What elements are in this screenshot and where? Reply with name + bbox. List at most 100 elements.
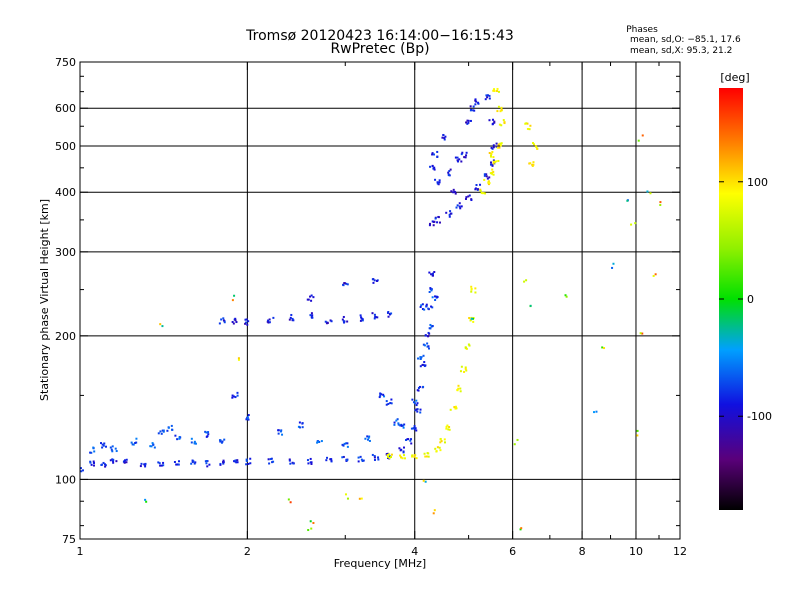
data-point xyxy=(362,459,365,462)
data-point xyxy=(422,479,425,482)
data-point xyxy=(367,436,370,439)
data-point xyxy=(431,296,434,299)
colorbar-tick-label: 0 xyxy=(747,293,754,306)
data-point xyxy=(377,456,380,459)
data-point xyxy=(366,438,369,441)
x-tick-label: 10 xyxy=(629,545,643,558)
data-point xyxy=(402,451,405,454)
data-point xyxy=(443,138,446,141)
data-point xyxy=(524,122,527,125)
data-point xyxy=(100,464,103,467)
data-point xyxy=(496,87,499,90)
data-point xyxy=(470,290,473,293)
data-point xyxy=(410,442,413,445)
data-point xyxy=(342,455,345,458)
y-axis-ticks: 75 100 200 300 400 500 600 750 xyxy=(55,56,680,546)
data-point xyxy=(430,288,433,291)
data-point xyxy=(222,317,225,320)
data-point xyxy=(495,160,498,163)
data-point xyxy=(593,411,596,414)
data-point xyxy=(448,428,451,431)
data-point xyxy=(386,454,389,457)
data-point xyxy=(115,450,118,453)
data-point xyxy=(389,401,392,404)
data-point xyxy=(422,343,425,346)
data-point xyxy=(438,446,441,449)
data-point xyxy=(388,313,391,316)
data-point xyxy=(465,347,468,350)
data-point xyxy=(479,183,482,186)
data-point xyxy=(310,299,313,302)
data-point xyxy=(125,461,128,464)
grid xyxy=(80,62,680,539)
data-point xyxy=(393,423,396,426)
data-point xyxy=(436,155,439,158)
data-point xyxy=(162,430,165,433)
data-point xyxy=(346,283,349,286)
data-point xyxy=(81,469,84,472)
data-point xyxy=(415,404,418,407)
data-point xyxy=(630,223,633,226)
data-point xyxy=(219,463,222,466)
data-point xyxy=(637,139,640,142)
data-point xyxy=(310,312,313,315)
data-point xyxy=(419,357,422,360)
data-point xyxy=(491,164,494,167)
data-point xyxy=(427,455,430,458)
data-point xyxy=(465,151,468,154)
data-point xyxy=(386,456,389,459)
data-point xyxy=(373,313,376,316)
data-point xyxy=(652,274,655,277)
data-point xyxy=(413,428,416,431)
data-point xyxy=(641,134,644,137)
data-point xyxy=(431,152,434,155)
data-point xyxy=(204,430,207,433)
data-point xyxy=(434,178,437,181)
data-point xyxy=(467,119,470,122)
data-point xyxy=(103,442,106,445)
data-point xyxy=(459,207,462,210)
data-point xyxy=(453,406,456,409)
data-point xyxy=(424,480,427,483)
data-point xyxy=(395,419,398,422)
data-point xyxy=(388,453,391,456)
data-point xyxy=(361,318,364,321)
y-tick-label: 500 xyxy=(55,140,76,153)
data-point xyxy=(458,158,461,161)
data-point xyxy=(424,455,427,458)
data-point xyxy=(100,442,103,445)
data-point xyxy=(374,316,377,319)
data-point xyxy=(403,454,406,457)
data-point xyxy=(495,145,498,148)
data-point xyxy=(525,279,528,282)
data-point xyxy=(411,454,414,457)
data-point xyxy=(459,390,462,393)
data-point xyxy=(162,429,165,432)
data-point xyxy=(432,512,435,515)
data-point xyxy=(400,448,403,451)
data-point xyxy=(158,462,161,465)
data-point xyxy=(388,455,391,458)
data-point xyxy=(460,153,463,156)
data-point xyxy=(463,156,466,159)
data-point xyxy=(447,428,450,431)
data-point xyxy=(360,316,363,319)
data-point xyxy=(159,464,162,467)
data-point xyxy=(424,364,427,367)
data-point xyxy=(171,428,174,431)
data-point xyxy=(445,425,448,428)
data-point xyxy=(361,319,364,322)
data-point xyxy=(385,400,388,403)
data-point xyxy=(452,191,455,194)
data-point xyxy=(288,459,291,462)
data-point xyxy=(474,291,477,294)
data-point xyxy=(411,398,414,401)
data-point xyxy=(237,358,240,361)
data-point xyxy=(483,178,486,181)
data-point xyxy=(419,408,422,411)
data-point xyxy=(102,444,105,447)
data-point xyxy=(497,143,500,146)
x-tick-label: 12 xyxy=(673,545,687,558)
data-point xyxy=(109,446,112,449)
data-point xyxy=(649,192,652,195)
